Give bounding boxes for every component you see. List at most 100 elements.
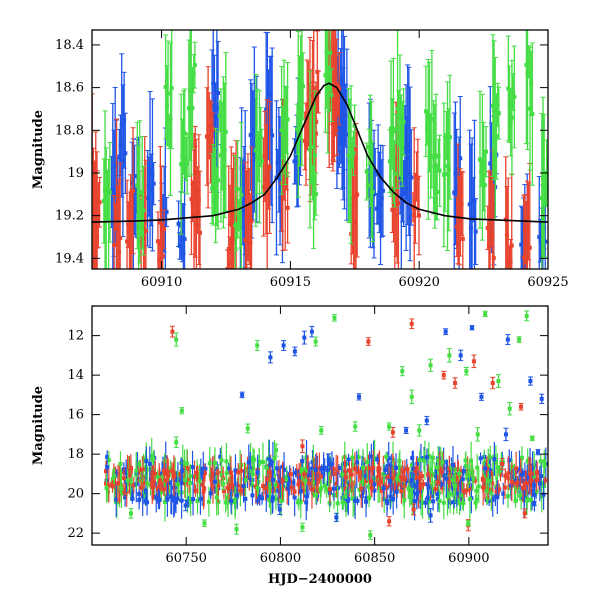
y-tick-label: 20 xyxy=(67,487,84,502)
band-point xyxy=(440,460,445,465)
band-point xyxy=(255,498,260,503)
band-point xyxy=(366,466,371,471)
data-point xyxy=(193,189,198,194)
band-point xyxy=(110,477,115,482)
band-point xyxy=(528,497,533,502)
band-point xyxy=(388,478,393,483)
data-point xyxy=(285,117,290,122)
band-point xyxy=(318,474,323,479)
band-point xyxy=(232,497,237,502)
data-point xyxy=(365,183,370,188)
data-point xyxy=(182,237,187,242)
data-point xyxy=(481,164,486,169)
data-point xyxy=(295,127,300,132)
band-point xyxy=(394,465,399,470)
data-point xyxy=(282,180,287,185)
data-point xyxy=(159,241,164,246)
band-point xyxy=(482,469,487,474)
band-point xyxy=(360,480,365,485)
data-point xyxy=(279,128,284,133)
band-point xyxy=(335,501,340,506)
data-point xyxy=(490,381,495,386)
data-point xyxy=(355,192,360,197)
band-point xyxy=(215,466,220,471)
data-point xyxy=(183,503,188,508)
data-point xyxy=(512,94,517,99)
data-point xyxy=(436,153,441,158)
data-point xyxy=(411,507,416,512)
data-point xyxy=(475,432,480,437)
data-point xyxy=(166,91,171,96)
data-point xyxy=(220,144,225,149)
band-point xyxy=(144,459,149,464)
band-point xyxy=(284,477,289,482)
band-point xyxy=(358,474,363,479)
band-point xyxy=(260,496,265,501)
data-point xyxy=(524,313,529,318)
band-point xyxy=(391,497,396,502)
data-point xyxy=(373,169,378,174)
band-point xyxy=(390,476,395,481)
band-point xyxy=(490,497,495,502)
data-point xyxy=(122,118,127,123)
data-point xyxy=(332,118,337,123)
band-point xyxy=(238,488,243,493)
data-point xyxy=(310,180,315,185)
band-point xyxy=(201,489,206,494)
band-point xyxy=(490,471,495,476)
band-point xyxy=(282,467,287,472)
data-point xyxy=(437,168,442,173)
data-point xyxy=(366,339,371,344)
band-point xyxy=(519,455,524,460)
data-point xyxy=(126,222,131,227)
data-point xyxy=(280,172,285,177)
data-point xyxy=(508,259,513,264)
band-point xyxy=(437,466,442,471)
band-point xyxy=(414,466,419,471)
band-point xyxy=(302,472,307,477)
data-point xyxy=(221,481,226,486)
data-point xyxy=(396,116,401,121)
band-point xyxy=(325,468,330,473)
band-point xyxy=(241,483,246,488)
band-point xyxy=(420,500,425,505)
band-point xyxy=(463,458,468,463)
data-point xyxy=(464,369,469,374)
band-point xyxy=(252,457,257,462)
data-point xyxy=(428,363,433,368)
data-point xyxy=(428,153,433,158)
band-point xyxy=(326,471,331,476)
band-point xyxy=(525,475,530,480)
band-point xyxy=(349,472,354,477)
data-point xyxy=(158,220,163,225)
data-point xyxy=(306,101,311,106)
band-point xyxy=(171,470,176,475)
data-point xyxy=(542,183,547,188)
band-point xyxy=(286,486,291,491)
band-point xyxy=(447,479,452,484)
data-point xyxy=(400,141,405,146)
band-point xyxy=(272,456,277,461)
band-point xyxy=(537,481,542,486)
data-point xyxy=(309,144,314,149)
data-point xyxy=(529,81,534,86)
band-point xyxy=(460,493,465,498)
band-point xyxy=(417,475,422,480)
data-point xyxy=(390,207,395,212)
data-point xyxy=(331,85,336,90)
data-point xyxy=(342,120,347,125)
chart-panel-1: 60910 60915 60920 60925 18.4 18.6 18.8 19 19.2 19… xyxy=(31,29,569,290)
band-point xyxy=(209,477,214,482)
band-point xyxy=(542,463,547,468)
band-point xyxy=(534,478,539,483)
band-point xyxy=(125,478,130,483)
band-point xyxy=(208,491,213,496)
x-tick-label: 60750 xyxy=(166,551,207,566)
band-point xyxy=(186,499,191,504)
band-point xyxy=(445,494,450,499)
band-point xyxy=(385,501,390,506)
band-point xyxy=(273,496,278,501)
data-point xyxy=(447,135,452,140)
y-tick-label: 18.8 xyxy=(55,123,84,138)
band-point xyxy=(366,484,371,489)
